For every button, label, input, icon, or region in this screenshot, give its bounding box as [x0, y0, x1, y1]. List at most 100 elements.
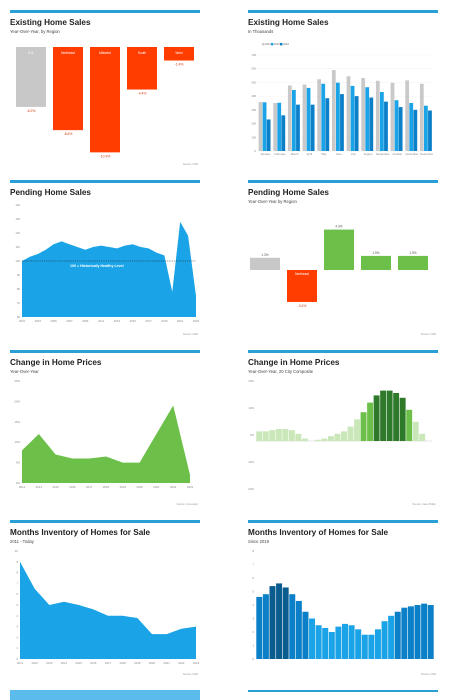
bar — [258, 102, 263, 151]
y-tick-label: 4 — [252, 603, 254, 607]
bar-category-label: Northeast — [295, 272, 309, 276]
bar-value-label: -10.9% — [100, 154, 111, 158]
bar — [354, 96, 359, 151]
y-tick-label: 400 — [251, 94, 256, 98]
bar — [374, 629, 381, 659]
x-tick-label: November — [406, 152, 419, 156]
bar — [398, 107, 403, 151]
chart-svg: U.S. -6.2% Northeast -8.6% Midwest -10.9% Sout… — [16, 47, 198, 166]
next-panel-header — [10, 690, 200, 700]
panel-title: Existing Home Sales — [248, 18, 329, 27]
x-tick-label: 2021 — [153, 485, 160, 489]
x-tick-label: 2017 — [86, 485, 93, 489]
bar — [367, 402, 374, 441]
bar — [335, 626, 342, 659]
bar — [388, 615, 395, 659]
bar — [365, 87, 370, 151]
bar — [302, 84, 307, 151]
bar — [341, 431, 347, 441]
bar — [409, 103, 414, 151]
y-tick-label: 700 — [251, 53, 256, 57]
bar — [324, 229, 354, 270]
x-tick-label: 2018 — [120, 661, 127, 665]
y-tick-label: 60 — [17, 315, 21, 319]
bar — [328, 632, 335, 659]
bar-value-label: -8.6% — [64, 132, 73, 136]
x-tick-label: 2023 — [193, 319, 200, 323]
x-tick-label: 2015 — [52, 485, 59, 489]
legend-label: 2023 — [283, 42, 289, 46]
y-tick-label: 10% — [248, 406, 254, 410]
x-tick-label: April — [307, 152, 313, 156]
legend-swatch — [280, 43, 283, 46]
bar — [361, 634, 368, 659]
bar — [412, 421, 419, 441]
y-tick-label: 8 — [252, 549, 254, 553]
chart-svg: 0 1 2 3 4 5 6 7 8 9 10 2011 2012 2013 2014 2015 2016 2017… — [15, 549, 200, 676]
bar — [310, 104, 315, 151]
x-tick-label: February — [274, 152, 286, 156]
chart-panel-pending-sales-index: Pending Home Sales 60 70 80 90 100 110 120 130 1… — [10, 180, 200, 336]
bar — [405, 80, 410, 151]
y-tick-label: 7 — [252, 563, 254, 567]
y-tick-label: 0 — [254, 149, 256, 153]
bar — [361, 255, 391, 270]
x-tick-label: 2022 — [178, 661, 185, 665]
bar — [262, 431, 269, 441]
bar — [401, 607, 408, 659]
bar — [336, 82, 340, 151]
bar — [340, 94, 344, 151]
y-tick-label: 2 — [252, 630, 254, 634]
x-tick-label: 2016 — [69, 485, 76, 489]
bar — [381, 621, 388, 659]
bar — [53, 47, 83, 131]
bar — [321, 438, 328, 441]
y-tick-label: 100 — [15, 259, 20, 263]
x-tick-label: 2001 — [19, 319, 26, 323]
bar — [295, 433, 302, 441]
panel-title: Months Inventory of Homes for Sale — [248, 528, 389, 537]
x-tick-label: 2019 — [120, 485, 127, 489]
bar — [287, 270, 317, 302]
chart-panel-inventory-2011: Months Inventory of Homes for Sale 2011 … — [10, 520, 200, 676]
x-tick-label: 2017 — [145, 319, 152, 323]
legend-label: 2022 — [274, 42, 280, 46]
bar — [384, 101, 388, 151]
x-tick-label: September — [376, 152, 390, 156]
bar — [256, 431, 263, 441]
bar — [287, 85, 292, 151]
bar — [354, 419, 360, 441]
y-tick-label: 5 — [252, 590, 254, 594]
chart-svg: 60 70 80 90 100 110 120 130 140 100 = Historicall… — [15, 203, 200, 336]
x-tick-label: 2019 — [134, 661, 141, 665]
bar — [292, 89, 296, 151]
bar — [288, 430, 295, 441]
bar-value-label: 1.5% — [372, 251, 379, 255]
y-tick-label: 4 — [16, 614, 18, 618]
x-tick-label: 2015 — [76, 661, 83, 665]
bar — [399, 397, 406, 441]
x-tick-label: 2019 — [161, 319, 168, 323]
bar — [302, 611, 309, 659]
y-tick-label: 9 — [16, 560, 18, 564]
panel-subtitle: Year-Over-Year, 20 City Composite — [248, 369, 314, 374]
bar — [322, 627, 329, 659]
bar — [380, 390, 387, 441]
bar — [276, 583, 283, 659]
area-series — [22, 221, 196, 317]
y-tick-label: 200 — [251, 122, 256, 126]
bar — [325, 98, 330, 151]
bar — [281, 115, 286, 151]
bar — [369, 97, 374, 151]
panel-subtitle: Year-Over-Year, by Region — [10, 29, 60, 34]
source-note: Source: NAR — [183, 332, 198, 336]
panel-subtitle: Since 2019 — [248, 539, 269, 544]
source-note: Source: Case-Shiller — [412, 502, 436, 506]
bar — [282, 587, 289, 659]
bar — [282, 429, 289, 441]
source-note: Source: NAR — [183, 162, 198, 166]
panel-title: Pending Home Sales — [248, 188, 329, 197]
bar — [127, 47, 157, 90]
panel-title: Change in Home Prices — [10, 358, 102, 367]
x-tick-label: 2014 — [61, 661, 68, 665]
